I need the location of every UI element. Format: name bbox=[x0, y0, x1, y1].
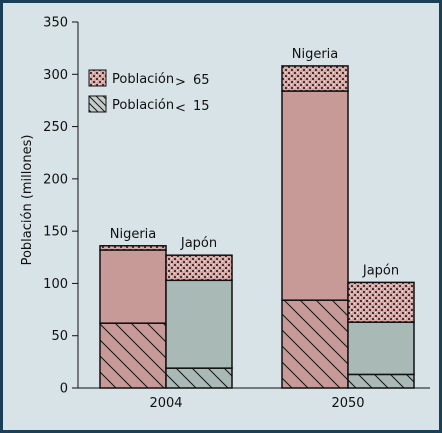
y-tick-label: 100 bbox=[43, 277, 68, 292]
legend-label: Población bbox=[112, 72, 174, 87]
legend: Población >65 Población <15 bbox=[88, 69, 210, 116]
legend-swatch bbox=[88, 69, 107, 87]
bar-name-label: Nigeria bbox=[110, 227, 157, 242]
bar-name-label: Japón bbox=[180, 236, 217, 251]
y-tick-label: 150 bbox=[43, 225, 68, 240]
bar-name-label: Nigeria bbox=[292, 47, 339, 62]
bar-segment-over65 bbox=[281, 65, 349, 92]
bar-name-label: Japón bbox=[362, 263, 399, 278]
bar-segment-under15 bbox=[281, 299, 349, 389]
bar-segment-over65 bbox=[165, 254, 233, 282]
x-group-label: 2004 bbox=[149, 396, 182, 411]
bar-segment-middle bbox=[99, 249, 167, 324]
bars: Nigeria Japón 2004 Nigeria Japón 2050 bbox=[99, 47, 415, 411]
bar-segment-under15 bbox=[165, 367, 233, 389]
legend-value: 65 bbox=[193, 73, 210, 88]
legend-symbol: < bbox=[175, 101, 186, 116]
legend-swatch bbox=[88, 95, 107, 113]
bar-segment-middle bbox=[165, 279, 233, 369]
y-tick-label: 350 bbox=[43, 16, 68, 31]
x-group-label: 2050 bbox=[331, 396, 364, 411]
legend-label: Población bbox=[112, 98, 174, 113]
y-tick-label: 200 bbox=[43, 172, 68, 187]
bar-segment-middle bbox=[347, 321, 415, 376]
y-tick-label: 0 bbox=[60, 382, 68, 397]
axes: 0 50 100 150 200 250 300 350 bbox=[43, 16, 430, 397]
bar-segment-over65 bbox=[347, 281, 415, 323]
bar-segment-over65 bbox=[99, 245, 167, 251]
y-tick-label: 300 bbox=[43, 68, 68, 83]
y-tick-label: 250 bbox=[43, 120, 68, 135]
y-axis-label: Población (millones) bbox=[20, 135, 35, 266]
bar-segment-under15 bbox=[99, 322, 167, 389]
bar-segment-middle bbox=[281, 90, 349, 301]
legend-value: 15 bbox=[193, 99, 210, 114]
y-tick-label: 50 bbox=[51, 329, 68, 344]
bar-segment-under15 bbox=[347, 373, 415, 389]
legend-symbol: > bbox=[175, 75, 186, 90]
